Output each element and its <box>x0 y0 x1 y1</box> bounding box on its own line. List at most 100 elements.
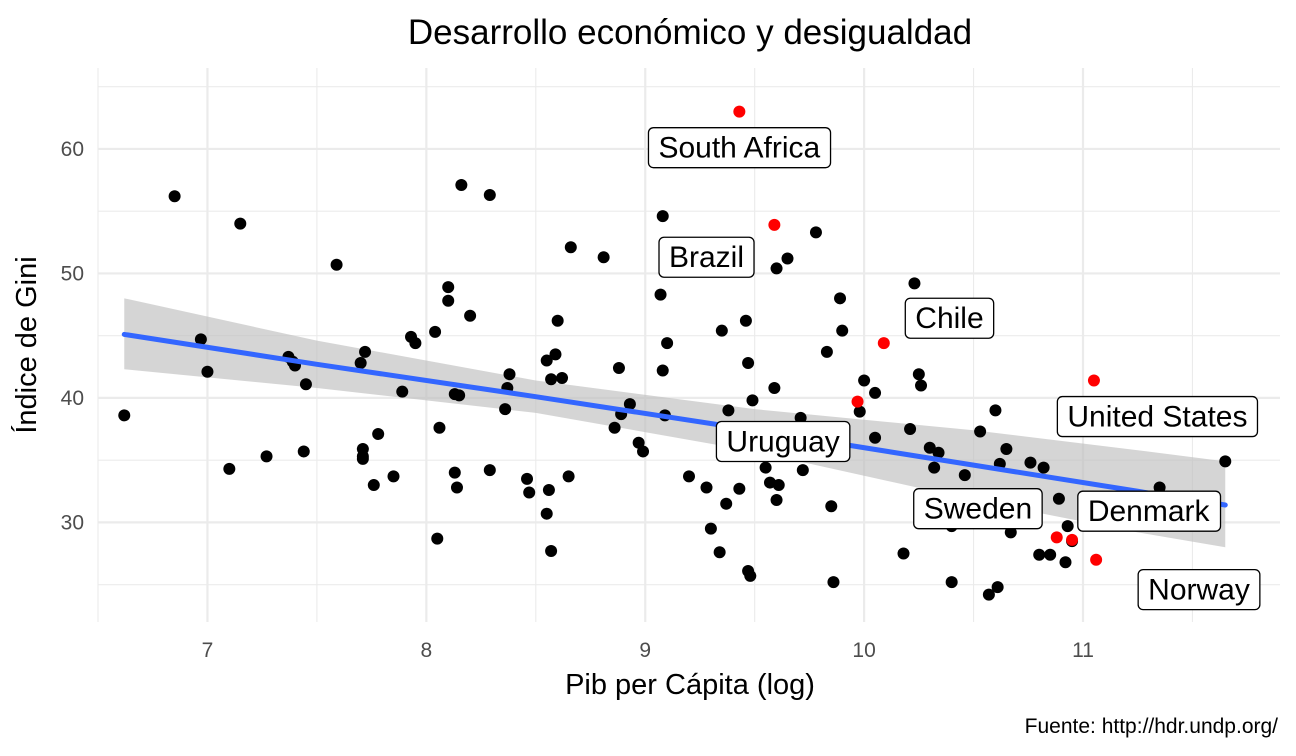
data-point <box>540 507 553 520</box>
data-point <box>483 188 496 201</box>
data-point <box>118 409 131 422</box>
highlighted-point <box>851 395 864 408</box>
highlighted-point <box>1066 533 1079 546</box>
data-point <box>661 337 674 350</box>
data-point <box>1024 456 1037 469</box>
data-point <box>908 277 921 290</box>
data-point <box>409 337 422 350</box>
data-point <box>1061 520 1074 533</box>
y-axis-title: Índice de Gini <box>10 256 43 433</box>
data-point <box>540 354 553 367</box>
highlighted-point <box>733 105 746 118</box>
data-point <box>623 398 636 411</box>
chart-title: Desarrollo económico y desigualdad <box>408 13 972 52</box>
data-point <box>637 445 650 458</box>
data-point <box>897 547 910 560</box>
data-point <box>523 486 536 499</box>
x-axis-title: Pib per Cápita (log) <box>565 669 815 701</box>
data-point <box>545 373 558 386</box>
y-axis-ticks: 30 40 50 60 <box>61 138 84 534</box>
label-text: Uruguay <box>726 425 839 458</box>
data-point <box>853 405 866 418</box>
data-point <box>928 461 941 474</box>
data-point <box>448 466 461 479</box>
data-point <box>656 210 669 223</box>
highlighted-point <box>1050 531 1063 544</box>
data-point <box>612 362 625 375</box>
data-point <box>722 404 735 417</box>
data-point <box>442 281 455 294</box>
data-point <box>656 364 669 377</box>
confidence-band <box>124 298 1226 548</box>
data-point <box>759 461 772 474</box>
data-point <box>770 493 783 506</box>
data-point <box>556 371 569 384</box>
data-point <box>483 464 496 477</box>
label-box <box>904 297 995 339</box>
data-point <box>372 428 385 441</box>
data-point <box>991 581 1004 594</box>
x-tick-label: 11 <box>1072 639 1094 662</box>
data-point <box>1044 548 1057 561</box>
data-point <box>982 588 995 601</box>
data-point <box>825 500 838 513</box>
data-point <box>223 462 236 475</box>
data-point <box>923 441 936 454</box>
data-point <box>1052 492 1065 505</box>
data-point <box>989 404 1002 417</box>
data-point <box>450 481 463 494</box>
data-point <box>542 484 555 497</box>
x-axis-ticks: 7 8 9 10 11 <box>202 639 1094 662</box>
data-point <box>356 452 369 465</box>
x-tick-label: 7 <box>202 639 214 662</box>
data-point <box>194 333 207 346</box>
data-point <box>1004 526 1017 539</box>
data-point <box>904 423 917 436</box>
x-tick-label: 10 <box>852 639 875 662</box>
data-point <box>359 345 372 358</box>
data-point <box>858 374 871 387</box>
data-point <box>796 464 809 477</box>
data-point <box>503 368 516 381</box>
label-box <box>913 488 1043 530</box>
highlighted-point <box>1087 374 1100 387</box>
data-point <box>869 431 882 444</box>
label-text: South Africa <box>658 132 820 165</box>
data-point <box>453 389 466 402</box>
y-tick-label: 50 <box>61 262 84 285</box>
data-point <box>201 365 214 378</box>
data-point <box>367 479 380 492</box>
data-point <box>464 309 477 322</box>
highlighted-point <box>1090 553 1103 566</box>
data-point <box>330 258 343 271</box>
data-point <box>945 576 958 589</box>
data-point <box>551 314 564 327</box>
label-box <box>1137 568 1261 611</box>
data-point <box>781 252 794 265</box>
data-point <box>168 190 181 203</box>
data-point <box>455 179 468 192</box>
data-point <box>260 450 273 463</box>
data-point <box>654 288 667 301</box>
data-point <box>794 411 807 424</box>
data-point <box>700 481 713 494</box>
confidence-ribbon <box>124 298 1226 548</box>
data-point <box>768 381 781 394</box>
data-point <box>770 262 783 275</box>
data-point <box>683 470 695 483</box>
highlighted-point <box>877 337 890 350</box>
x-tick-label: 8 <box>420 639 432 662</box>
data-point <box>429 325 442 338</box>
data-point <box>834 292 847 305</box>
data-point <box>974 425 987 438</box>
country-label: Uruguay <box>715 420 851 463</box>
data-point <box>1153 481 1166 494</box>
data-point <box>715 324 728 337</box>
data-point <box>739 314 752 327</box>
country-label: Denmark <box>1077 490 1222 532</box>
data-point <box>836 324 849 337</box>
data-point <box>1033 548 1046 561</box>
data-point <box>564 241 577 254</box>
label-text: Brazil <box>669 241 744 274</box>
